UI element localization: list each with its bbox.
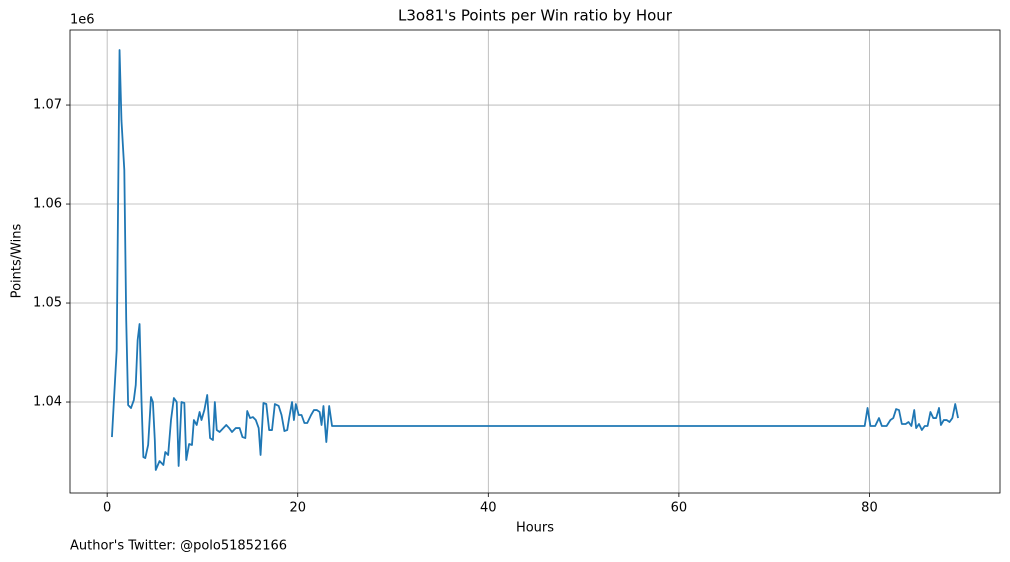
x-tick-label: 60 bbox=[671, 501, 688, 516]
y-tick-label: 1.04 bbox=[33, 395, 62, 410]
annotation: Author's Twitter: @polo51852166 bbox=[70, 539, 287, 554]
y-axis-label: Points/Wins bbox=[10, 223, 25, 298]
y-tick-label: 1.05 bbox=[33, 296, 62, 311]
x-tick-label: 0 bbox=[103, 501, 111, 516]
y-tick-label: 1.07 bbox=[33, 98, 62, 113]
plot-frame bbox=[69, 29, 1001, 494]
data-line bbox=[111, 49, 959, 471]
y-tick-label: 1.06 bbox=[33, 197, 62, 212]
x-axis-label: Hours bbox=[516, 521, 554, 536]
chart-title: L3o81's Points per Win ratio by Hour bbox=[398, 7, 673, 25]
x-tick-label: 80 bbox=[861, 501, 878, 516]
x-tick-label: 20 bbox=[289, 501, 306, 516]
y-offset-label: 1e6 bbox=[70, 13, 95, 28]
x-tick-label: 40 bbox=[480, 501, 497, 516]
